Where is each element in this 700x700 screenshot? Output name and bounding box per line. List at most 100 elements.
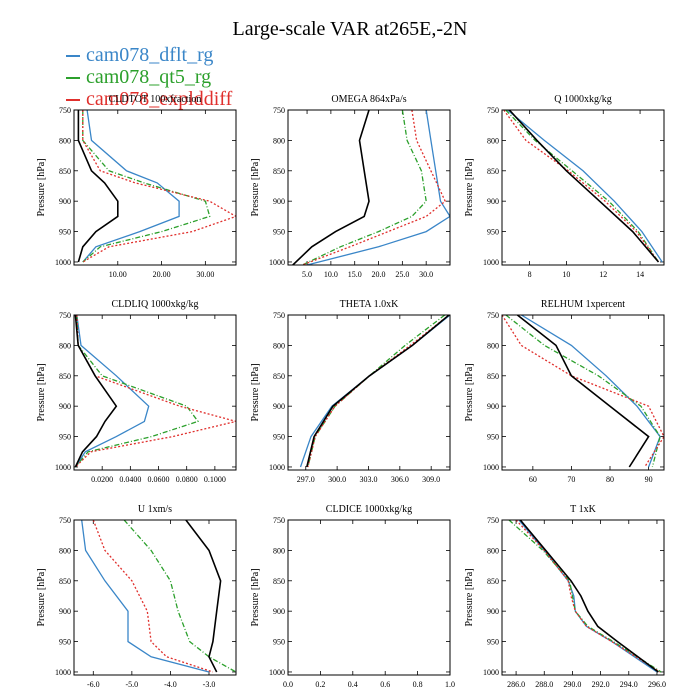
y-tick-label: 850 (273, 372, 285, 381)
plot-frame (287, 314, 451, 471)
y-tick-label: 950 (273, 433, 285, 442)
y-axis-label: Pressure [hPa] (36, 363, 47, 421)
legend-label: cam078_qt5_rg (86, 66, 212, 88)
x-tick-label: -6.0 (87, 680, 100, 689)
x-tick-label: 80 (606, 475, 614, 484)
x-tick-label: 297.0 (297, 475, 315, 484)
x-tick-label: 8 (528, 270, 532, 279)
y-tick-label: 850 (59, 372, 71, 381)
subplot-title: Q 1000xkg/kg (554, 94, 612, 105)
series-line-reference (74, 315, 118, 468)
x-tick-label: 30.0 (419, 270, 433, 279)
subplot-3: CLDLIQ 1000xkg/kg 750 800 850 900 950 1000 Pres… (36, 299, 237, 484)
x-tick-label: 15.0 (348, 270, 362, 279)
series-line-reference (516, 315, 650, 468)
y-tick-label: 750 (273, 106, 285, 115)
x-tick-label: 0.0400 (119, 475, 141, 484)
x-tick-label: 286.0 (507, 680, 525, 689)
series-line-cam078_qt5_rg (505, 315, 661, 468)
y-tick-label: 900 (273, 607, 285, 616)
y-tick-label: 950 (59, 433, 71, 442)
y-tick-label: 900 (487, 607, 499, 616)
y-tick-label: 800 (59, 341, 71, 350)
y-tick-label: 950 (487, 433, 499, 442)
series-line-reference (306, 315, 450, 468)
y-tick-label: 950 (59, 228, 71, 237)
x-tick-label: 290.0 (563, 680, 581, 689)
y-tick-label: 950 (273, 638, 285, 647)
series-line-cam078_qt5_rg (74, 315, 200, 468)
y-tick-label: 1000 (483, 463, 499, 472)
y-axis-label: Pressure [hPa] (464, 568, 475, 626)
x-tick-label: 70 (567, 475, 575, 484)
series-line-cam078_explddiff (502, 315, 664, 468)
series-line-reference (292, 110, 370, 265)
x-tick-label: 30.00 (196, 270, 214, 279)
x-tick-label: 25.0 (395, 270, 409, 279)
series-line-cam078_dflt_rg (299, 315, 450, 468)
series-line-cam078_explddiff (302, 110, 447, 265)
x-tick-label: 0.2 (315, 680, 325, 689)
series-line-cam078_dflt_rg (306, 110, 450, 265)
y-axis-label: Pressure [hPa] (250, 363, 261, 421)
subplot-8: T 1xK 750 800 850 900 950 1000 Pressure [hPa] 28… (464, 504, 666, 689)
y-tick-label: 1000 (269, 463, 285, 472)
subplot-5: RELHUM 1xpercent 750 800 850 900 950 1000 Press… (464, 299, 665, 484)
x-tick-label: 0.0600 (148, 475, 170, 484)
y-tick-label: 800 (487, 136, 499, 145)
y-tick-label: 950 (273, 228, 285, 237)
y-tick-label: 850 (487, 167, 499, 176)
y-tick-label: 900 (59, 197, 71, 206)
subplot-title: CLDICE 1000xkg/kg (326, 504, 412, 515)
x-tick-label: 294.0 (620, 680, 638, 689)
x-tick-label: 12 (599, 270, 607, 279)
series-line-cam078_explddiff (92, 520, 214, 673)
y-tick-label: 800 (273, 341, 285, 350)
x-tick-label: -3.0 (203, 680, 216, 689)
y-axis-label: Pressure [hPa] (36, 158, 47, 216)
subplot-6: U 1xm/s 750 800 850 900 950 1000 Pressure [hPa]… (36, 504, 237, 689)
x-tick-label: 10 (562, 270, 570, 279)
subplot-7: CLDICE 1000xkg/kg 750 800 850 900 950 1000 Pres… (250, 504, 455, 689)
y-tick-label: 1000 (269, 258, 285, 267)
x-tick-label: 306.0 (391, 475, 409, 484)
y-tick-label: 1000 (483, 258, 499, 267)
plot-frame (73, 519, 237, 676)
legend-line-icon (66, 99, 80, 102)
series-line-cam078_qt5_rg (123, 520, 236, 673)
y-tick-label: 850 (273, 577, 285, 586)
plot-frame (501, 519, 665, 676)
series-line-cam078_dflt_rg (518, 520, 658, 673)
plot-frame (501, 109, 665, 266)
series-line-reference (508, 110, 660, 263)
series-line-cam078_dflt_rg (74, 315, 150, 468)
y-tick-label: 1000 (483, 668, 499, 677)
series-line-cam078_explddiff (307, 315, 450, 468)
y-tick-label: 750 (273, 516, 285, 525)
y-tick-label: 900 (487, 402, 499, 411)
y-tick-label: 800 (273, 546, 285, 555)
series-line-reference (519, 520, 659, 673)
x-tick-label: 1.0 (445, 680, 455, 689)
legend-item-explddiff: cam078_explddiff (66, 88, 232, 111)
plot-frame (501, 314, 665, 471)
plot-frame (287, 109, 451, 266)
x-tick-label: 0.4 (348, 680, 358, 689)
series-line-cam078_qt5_rg (307, 315, 446, 468)
subplot-title: T 1xK (570, 504, 596, 515)
y-tick-label: 1000 (55, 668, 71, 677)
legend-item-dflt: cam078_dflt_rg (66, 44, 213, 67)
series-line-reference (185, 520, 222, 673)
y-tick-label: 800 (59, 136, 71, 145)
series-line-cam078_dflt_rg (81, 520, 210, 673)
y-tick-label: 850 (487, 577, 499, 586)
x-tick-label: 309.0 (422, 475, 440, 484)
y-tick-label: 900 (59, 402, 71, 411)
x-tick-label: 0.6 (380, 680, 390, 689)
y-tick-label: 750 (273, 311, 285, 320)
x-tick-label: 0.0 (283, 680, 293, 689)
y-tick-label: 950 (487, 228, 499, 237)
subplot-title: THETA 1.0xK (340, 299, 399, 310)
y-tick-label: 800 (59, 546, 71, 555)
